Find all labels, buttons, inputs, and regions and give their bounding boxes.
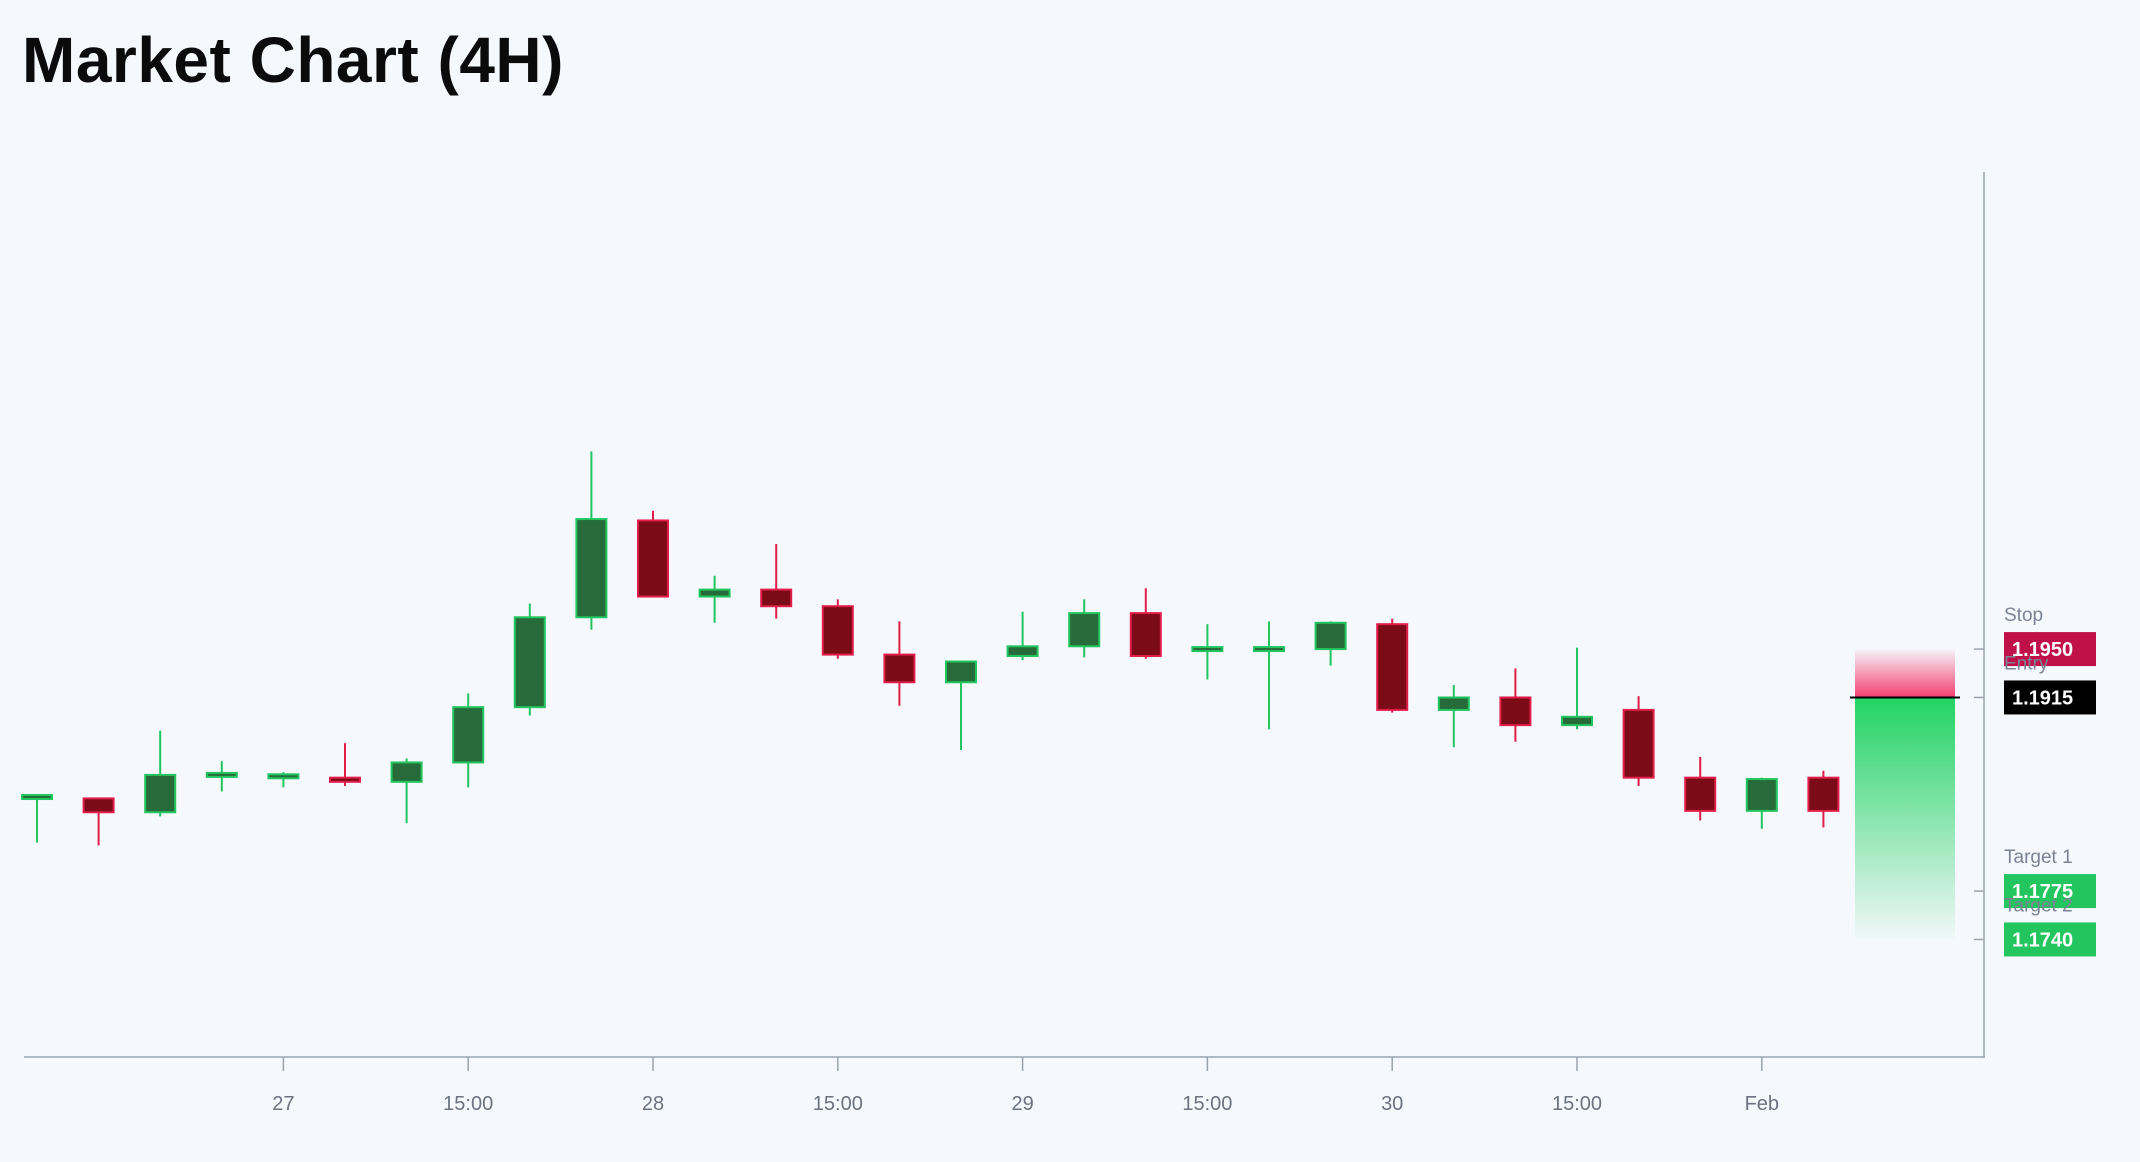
candle-body <box>575 518 608 619</box>
candle-body <box>1006 645 1039 657</box>
candle-body <box>1068 612 1101 648</box>
candle-body <box>1437 696 1470 711</box>
x-tick-label: 28 <box>642 1093 664 1115</box>
bearish-candle <box>1129 588 1162 659</box>
candle-body <box>760 588 793 608</box>
bearish-candle <box>1807 770 1840 828</box>
entry-level: Entry 1.1915 <box>1974 653 2096 715</box>
bullish-candle <box>144 730 177 817</box>
candle-body <box>205 771 238 778</box>
bearish-candle <box>1622 696 1655 786</box>
candle-body <box>698 588 731 598</box>
bearish-candle <box>82 797 115 846</box>
candle-body <box>267 773 300 780</box>
bullish-candle <box>205 761 238 792</box>
bullish-candle <box>390 758 423 824</box>
candles <box>21 451 1840 846</box>
candle-body <box>1129 612 1162 657</box>
bullish-candle <box>1745 777 1778 829</box>
candle-body <box>513 616 546 709</box>
target-1-name: Target 1 <box>2004 847 2073 868</box>
x-tick-label: 15:00 <box>1552 1093 1602 1115</box>
target-2-name: Target 2 <box>2004 895 2073 916</box>
entry-value-badge <box>2004 680 2096 715</box>
candle-body <box>144 773 177 814</box>
bearish-candle <box>1376 618 1409 713</box>
take-profit-zone <box>1855 697 1955 940</box>
bullish-candle <box>1437 685 1470 748</box>
axes <box>24 172 1985 1058</box>
candle-body <box>821 605 854 656</box>
x-tick-label: 15:00 <box>813 1093 863 1115</box>
x-tick-label: 15:00 <box>1182 1093 1232 1115</box>
candle-body <box>1191 646 1224 653</box>
entry-name: Entry <box>2004 653 2049 674</box>
x-tick-label: 29 <box>1011 1093 1033 1115</box>
bullish-candle <box>945 660 977 751</box>
stop-name: Stop <box>2004 605 2043 626</box>
bullish-candle <box>1314 621 1347 666</box>
bullish-candle <box>452 693 485 788</box>
candle-body <box>883 653 916 684</box>
candle-body <box>1314 621 1347 651</box>
bearish-candle <box>1499 668 1532 742</box>
candle-body <box>21 794 53 801</box>
bullish-candle <box>1253 621 1285 730</box>
candle-body <box>1376 623 1409 711</box>
bullish-candle <box>1068 599 1101 658</box>
candle-body <box>1253 646 1285 653</box>
bullish-candle <box>21 794 53 843</box>
bullish-candle <box>267 772 300 788</box>
bearish-candle <box>1684 756 1717 821</box>
bearish-candle <box>821 599 854 659</box>
bearish-candle <box>883 621 916 706</box>
target-2-value-badge <box>2004 922 2096 957</box>
candle-body <box>390 761 423 783</box>
x-ticks: 27 15:00 28 15:00 29 15:00 30 15:00 Feb <box>272 1057 1779 1115</box>
stop-value: 1.1950 <box>2012 639 2073 661</box>
bullish-candle <box>513 603 546 716</box>
candle-body <box>637 519 669 598</box>
bullish-candle <box>575 451 608 630</box>
entry-value: 1.1915 <box>2012 687 2073 709</box>
candle-body <box>1622 708 1655 779</box>
stop-loss-zone <box>1855 649 1955 698</box>
bearish-candle <box>637 510 669 598</box>
stop-level: Stop 1.1950 <box>1974 605 2096 667</box>
x-tick-label: Feb <box>1745 1093 1779 1115</box>
candle-body <box>1745 778 1778 812</box>
candle-body <box>452 706 485 764</box>
bullish-candle <box>1561 647 1593 730</box>
bullish-candle <box>1006 611 1039 661</box>
target-1-level: Target 1 1.1775 <box>1974 847 2096 909</box>
candle-body <box>82 797 115 814</box>
target-1-value-badge <box>2004 874 2096 909</box>
trade-zone <box>1850 649 1960 940</box>
stop-value-badge <box>2004 632 2096 667</box>
x-tick-label: 27 <box>272 1093 294 1115</box>
target-2-value: 1.1740 <box>2012 929 2073 951</box>
bullish-candle <box>698 575 731 623</box>
bearish-candle <box>329 743 361 786</box>
candle-body <box>1807 776 1840 812</box>
target-1-value: 1.1775 <box>2012 881 2073 903</box>
candle-body <box>329 776 361 783</box>
x-tick-label: 15:00 <box>443 1093 493 1115</box>
target-2-level: Target 2 1.1740 <box>1974 895 2096 957</box>
candle-body <box>945 660 977 684</box>
candle-body <box>1684 776 1717 812</box>
bearish-candle <box>760 543 793 619</box>
chart-title: Market Chart (4H) <box>22 24 564 96</box>
candle-body <box>1561 715 1593 727</box>
bullish-candle <box>1191 624 1224 680</box>
x-tick-label: 30 <box>1381 1093 1403 1115</box>
candle-body <box>1499 696 1532 727</box>
